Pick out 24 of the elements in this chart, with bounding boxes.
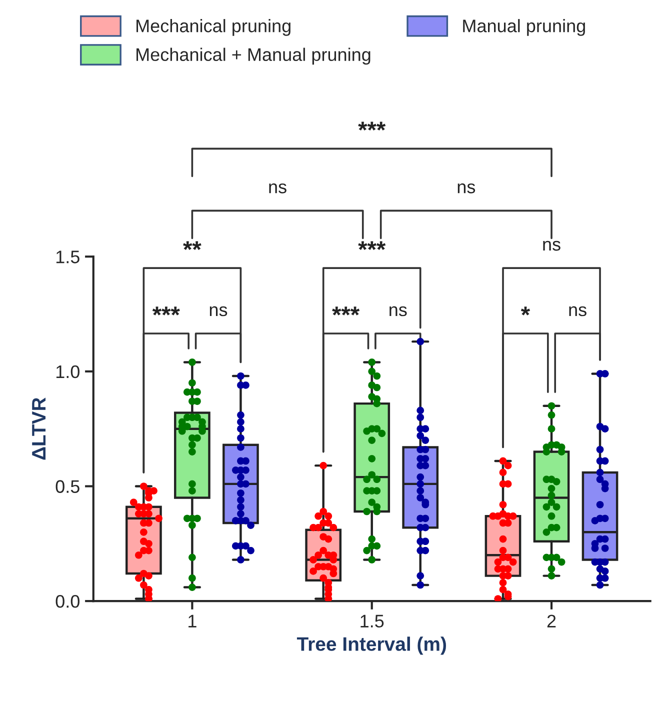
annotation: ns — [390, 306, 407, 316]
annotation: *** — [332, 306, 360, 316]
y-tick-label: 1.5 — [56, 250, 80, 264]
text: *** — [358, 241, 386, 250]
x-tick-label: 2 — [547, 614, 556, 628]
text: ns — [458, 183, 476, 194]
x-axis-title: Tree Interval (m) — [296, 636, 446, 655]
annotation: *** — [152, 306, 180, 316]
legend-label: Mechanical pruning — [136, 19, 290, 36]
annotation: * — [520, 306, 530, 316]
y-tick-label: 1.0 — [56, 365, 80, 378]
legend-label: Mechanical + Manual pruning — [136, 48, 370, 65]
annotation: ns — [210, 306, 228, 316]
y-axis-title: ΔLTVR — [32, 398, 46, 460]
x-tick-label: 1 — [188, 614, 196, 628]
y-tick-label: 0.0 — [56, 595, 80, 608]
legend-label: Manual pruning — [463, 19, 585, 36]
text: ** — [183, 241, 202, 250]
x-tick-label: 1.5 — [360, 614, 384, 628]
text: ns — [543, 240, 560, 251]
text: ns — [269, 183, 286, 194]
text: *** — [358, 122, 386, 131]
y-tick-label: 0.5 — [56, 480, 80, 493]
annotation: ns — [569, 306, 586, 316]
